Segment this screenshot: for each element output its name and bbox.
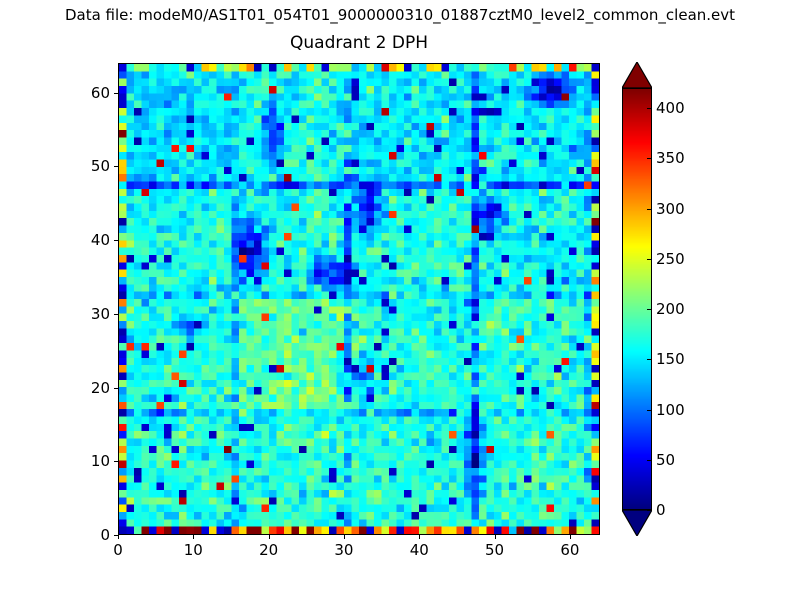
y-tick-label: 60 (90, 83, 110, 102)
page-title: Quadrant 2 DPH (290, 33, 428, 53)
y-tick-mark (114, 166, 118, 168)
x-tick-mark (193, 535, 195, 539)
x-tick-mark (494, 535, 496, 539)
x-tick-label: 30 (334, 541, 354, 559)
y-tick-mark (114, 535, 118, 536)
y-tick-mark (114, 240, 118, 241)
y-tick-label: 0 (100, 526, 110, 544)
y-tick-mark (114, 92, 118, 94)
colorbar-tick-label: 400 (656, 99, 685, 118)
y-tick-mark (114, 461, 118, 463)
y-tick-label: 30 (90, 304, 110, 323)
x-tick-label: 0 (113, 541, 123, 559)
colorbar-gradient-image (623, 89, 651, 509)
colorbar-tick-mark (647, 459, 652, 461)
colorbar-tick-mark (647, 309, 652, 311)
colorbar-tick-label: 50 (656, 450, 676, 469)
y-tick-label: 50 (90, 157, 110, 176)
colorbar-tick-label: 100 (656, 400, 685, 419)
colorbar-tick-label: 300 (656, 199, 685, 218)
heatmap-image (119, 64, 599, 534)
x-tick-mark (569, 535, 571, 539)
x-tick-mark (343, 535, 345, 539)
colorbar-tick-mark (647, 409, 652, 411)
x-tick-label: 40 (409, 541, 429, 559)
data-file-label: Data file: modeM0/AS1T01_054T01_90000003… (64, 6, 736, 24)
x-tick-label: 60 (560, 541, 580, 559)
y-tick-label: 20 (90, 378, 110, 397)
colorbar-tick-label: 250 (656, 249, 685, 268)
x-tick-label: 10 (183, 541, 203, 559)
x-tick-mark (118, 535, 119, 539)
colorbar: 0 50 100 150 200 250 300 350 400 (622, 62, 685, 536)
colorbar-tick-mark (647, 510, 652, 511)
colorbar-extend-max-arrow (622, 62, 652, 88)
x-tick-mark (419, 535, 421, 539)
colorbar-tick-mark (647, 258, 652, 260)
y-tick-label: 10 (90, 452, 110, 471)
y-tick-mark (114, 313, 118, 315)
x-tick-mark (268, 535, 270, 539)
colorbar-tick-mark (647, 108, 652, 110)
colorbar-tick-label: 150 (656, 350, 685, 369)
colorbar-tick-label: 200 (656, 300, 685, 319)
colorbar-gradient (622, 88, 652, 510)
y-tick-label: 40 (90, 231, 110, 249)
colorbar-tick-mark (647, 158, 652, 160)
colorbar-tick-mark (647, 359, 652, 361)
x-tick-label: 20 (259, 541, 279, 559)
heatmap-axes (118, 63, 600, 535)
x-tick-label: 50 (485, 541, 505, 559)
colorbar-tick-label: 0 (656, 501, 666, 519)
colorbar-extend-min-arrow (622, 510, 652, 536)
y-tick-mark (114, 387, 118, 389)
colorbar-tick-label: 350 (656, 149, 685, 168)
colorbar-tick-mark (647, 208, 652, 210)
